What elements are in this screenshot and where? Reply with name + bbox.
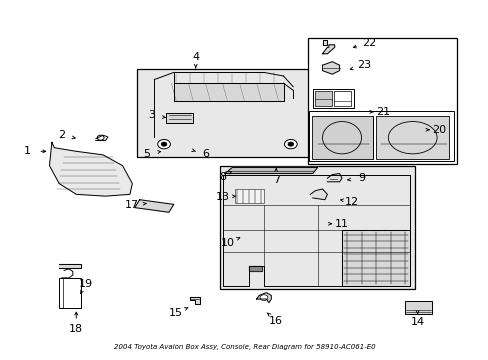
Text: 1: 1 <box>24 146 31 156</box>
Text: 7: 7 <box>272 175 279 185</box>
Bar <box>234 189 264 203</box>
Text: 20: 20 <box>431 125 446 135</box>
Circle shape <box>161 142 166 146</box>
Text: 15: 15 <box>169 309 183 318</box>
Circle shape <box>158 139 170 149</box>
Circle shape <box>284 139 297 149</box>
Text: 9: 9 <box>357 173 365 183</box>
Polygon shape <box>256 293 271 303</box>
Bar <box>375 116 448 159</box>
Polygon shape <box>341 230 409 286</box>
Text: 2004 Toyota Avalon Box Assy, Console, Rear Diagram for 58910-AC061-E0: 2004 Toyota Avalon Box Assy, Console, Re… <box>113 344 375 350</box>
Bar <box>59 278 81 309</box>
Text: 2: 2 <box>58 130 65 140</box>
Text: 21: 21 <box>376 107 390 117</box>
Polygon shape <box>49 142 132 196</box>
Text: 13: 13 <box>215 192 229 202</box>
Polygon shape <box>222 175 409 286</box>
Bar <box>333 91 350 107</box>
Polygon shape <box>327 174 341 182</box>
Text: 14: 14 <box>410 317 424 327</box>
Text: 6: 6 <box>202 149 208 159</box>
Circle shape <box>287 142 293 146</box>
Bar <box>307 39 456 164</box>
Text: 3: 3 <box>148 111 155 121</box>
Text: 8: 8 <box>219 172 225 182</box>
Text: 11: 11 <box>334 219 348 229</box>
Bar <box>137 69 312 157</box>
Bar <box>405 301 431 315</box>
Bar <box>308 111 453 161</box>
Polygon shape <box>322 40 327 45</box>
Polygon shape <box>322 45 334 54</box>
Polygon shape <box>173 83 283 101</box>
Polygon shape <box>59 264 81 268</box>
Polygon shape <box>310 189 327 200</box>
Polygon shape <box>135 200 173 212</box>
Circle shape <box>97 135 104 140</box>
Bar <box>312 89 353 108</box>
Text: 4: 4 <box>192 52 199 62</box>
Bar <box>311 116 372 159</box>
Bar <box>315 91 331 107</box>
Circle shape <box>260 295 267 301</box>
Text: 16: 16 <box>269 316 283 325</box>
Text: 10: 10 <box>220 238 234 248</box>
Polygon shape <box>249 266 261 271</box>
Polygon shape <box>224 167 317 174</box>
Text: 22: 22 <box>361 38 375 48</box>
Polygon shape <box>322 62 339 74</box>
Text: 17: 17 <box>125 200 139 210</box>
Text: 18: 18 <box>69 324 83 334</box>
Text: 23: 23 <box>356 60 370 70</box>
Bar <box>220 166 414 289</box>
Text: 5: 5 <box>143 149 150 159</box>
Text: 19: 19 <box>79 279 93 289</box>
Bar <box>166 113 193 123</box>
Polygon shape <box>189 297 199 304</box>
Text: 12: 12 <box>344 197 358 207</box>
